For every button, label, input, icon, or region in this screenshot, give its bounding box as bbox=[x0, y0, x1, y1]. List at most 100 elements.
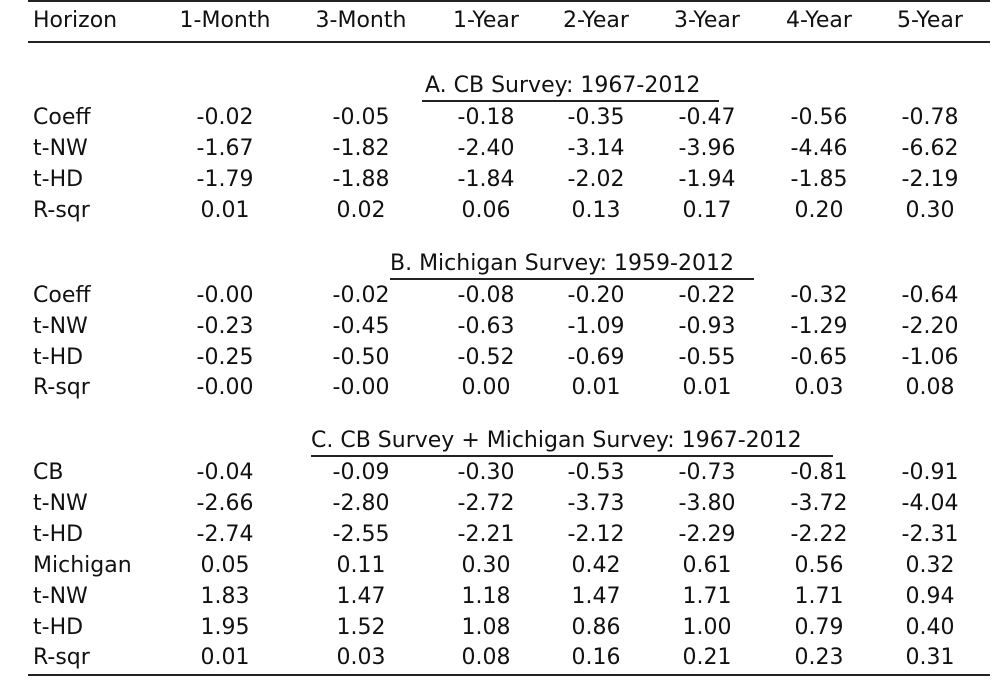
table-cell: -0.05 bbox=[332, 105, 390, 130]
table-cell: -0.91 bbox=[901, 460, 959, 485]
table-cell: 0.40 bbox=[905, 615, 955, 640]
table-cell: 0.30 bbox=[905, 198, 955, 223]
header-4-year: 4-Year bbox=[786, 8, 852, 33]
row-label: t-NW bbox=[33, 136, 88, 161]
table-cell: -0.32 bbox=[790, 283, 848, 308]
table-cell: -0.73 bbox=[678, 460, 736, 485]
table-cell: -0.64 bbox=[901, 283, 959, 308]
table-cell: -0.65 bbox=[790, 345, 848, 370]
table-cell: 0.08 bbox=[905, 375, 955, 400]
row-label: t-HD bbox=[33, 345, 84, 370]
table-cell: 0.17 bbox=[682, 198, 732, 223]
panel-c-underline bbox=[311, 455, 833, 457]
table-cell: -3.96 bbox=[678, 136, 736, 161]
panel-a-underline bbox=[422, 100, 719, 102]
header-3-year: 3-Year bbox=[674, 8, 740, 33]
table-cell: -3.14 bbox=[567, 136, 625, 161]
table-cell: -2.66 bbox=[196, 491, 254, 516]
header-3-month: 3-Month bbox=[315, 8, 407, 33]
row-label: R-sqr bbox=[33, 375, 90, 400]
panel-b-underline bbox=[390, 278, 754, 280]
table-cell: -1.06 bbox=[901, 345, 959, 370]
table-cell: -0.55 bbox=[678, 345, 736, 370]
table-cell: -0.18 bbox=[457, 105, 515, 130]
table-cell: -0.93 bbox=[678, 314, 736, 339]
table-cell: 1.47 bbox=[336, 584, 386, 609]
table-cell: -6.62 bbox=[901, 136, 959, 161]
table-cell: 1.00 bbox=[682, 615, 732, 640]
table-cell: 0.32 bbox=[905, 553, 955, 578]
table-cell: -2.80 bbox=[332, 491, 390, 516]
table-cell: 0.86 bbox=[571, 615, 621, 640]
header-1-year: 1-Year bbox=[453, 8, 519, 33]
table-cell: -2.20 bbox=[901, 314, 959, 339]
table-cell: -3.73 bbox=[567, 491, 625, 516]
table-cell: -2.02 bbox=[567, 167, 625, 192]
table-cell: 0.16 bbox=[571, 645, 621, 670]
table-cell: -0.63 bbox=[457, 314, 515, 339]
table-cell: 0.01 bbox=[200, 645, 250, 670]
table-cell: 0.42 bbox=[571, 553, 621, 578]
table-cell: -0.45 bbox=[332, 314, 390, 339]
table-cell: -0.09 bbox=[332, 460, 390, 485]
row-label: t-HD bbox=[33, 167, 84, 192]
table-cell: 0.23 bbox=[794, 645, 844, 670]
row-label: t-NW bbox=[33, 584, 88, 609]
table-cell: 0.06 bbox=[461, 198, 511, 223]
table-cell: -2.31 bbox=[901, 522, 959, 547]
table-cell: -0.78 bbox=[901, 105, 959, 130]
table-cell: 0.31 bbox=[905, 645, 955, 670]
table-cell: -0.04 bbox=[196, 460, 254, 485]
table-cell: -3.80 bbox=[678, 491, 736, 516]
table-cell: -0.20 bbox=[567, 283, 625, 308]
table-cell: 0.11 bbox=[336, 553, 386, 578]
table-cell: 0.00 bbox=[461, 375, 511, 400]
table-cell: -0.30 bbox=[457, 460, 515, 485]
table-cell: -0.02 bbox=[196, 105, 254, 130]
table-cell: 0.03 bbox=[794, 375, 844, 400]
header-rule bbox=[28, 41, 990, 43]
table-cell: 1.52 bbox=[336, 615, 386, 640]
table-cell: -1.88 bbox=[332, 167, 390, 192]
table-cell: -2.22 bbox=[790, 522, 848, 547]
row-label: R-sqr bbox=[33, 645, 90, 670]
table-top-rule bbox=[28, 0, 990, 2]
row-label: t-HD bbox=[33, 522, 84, 547]
table-cell: -2.72 bbox=[457, 491, 515, 516]
row-label: R-sqr bbox=[33, 198, 90, 223]
panel-b-title: B. Michigan Survey: 1959-2012 bbox=[390, 251, 734, 276]
table-cell: -1.85 bbox=[790, 167, 848, 192]
table-cell: 0.01 bbox=[682, 375, 732, 400]
table-cell: -0.22 bbox=[678, 283, 736, 308]
table-cell: -0.00 bbox=[196, 375, 254, 400]
table-cell: -0.25 bbox=[196, 345, 254, 370]
table-cell: 1.83 bbox=[200, 584, 250, 609]
table-cell: -1.94 bbox=[678, 167, 736, 192]
table-cell: 1.18 bbox=[461, 584, 511, 609]
table-cell: -0.69 bbox=[567, 345, 625, 370]
table-cell: 0.94 bbox=[905, 584, 955, 609]
table-cell: -0.23 bbox=[196, 314, 254, 339]
table-cell: 1.71 bbox=[682, 584, 732, 609]
table-cell: -4.46 bbox=[790, 136, 848, 161]
table-cell: -0.35 bbox=[567, 105, 625, 130]
header-horizon: Horizon bbox=[33, 8, 118, 33]
table-cell: -0.56 bbox=[790, 105, 848, 130]
row-label: t-HD bbox=[33, 615, 84, 640]
table-cell: -1.82 bbox=[332, 136, 390, 161]
table-cell: -0.08 bbox=[457, 283, 515, 308]
table-cell: -2.19 bbox=[901, 167, 959, 192]
table-cell: -0.50 bbox=[332, 345, 390, 370]
table-cell: -0.47 bbox=[678, 105, 736, 130]
table-cell: 1.08 bbox=[461, 615, 511, 640]
row-label: CB bbox=[33, 460, 64, 485]
table-cell: -0.52 bbox=[457, 345, 515, 370]
table-cell: -0.00 bbox=[332, 375, 390, 400]
table-cell: -1.09 bbox=[567, 314, 625, 339]
table-cell: 1.95 bbox=[200, 615, 250, 640]
table-cell: -1.84 bbox=[457, 167, 515, 192]
table-cell: 0.01 bbox=[571, 375, 621, 400]
table-cell: 0.01 bbox=[200, 198, 250, 223]
table-cell: 0.03 bbox=[336, 645, 386, 670]
table-cell: 0.61 bbox=[682, 553, 732, 578]
